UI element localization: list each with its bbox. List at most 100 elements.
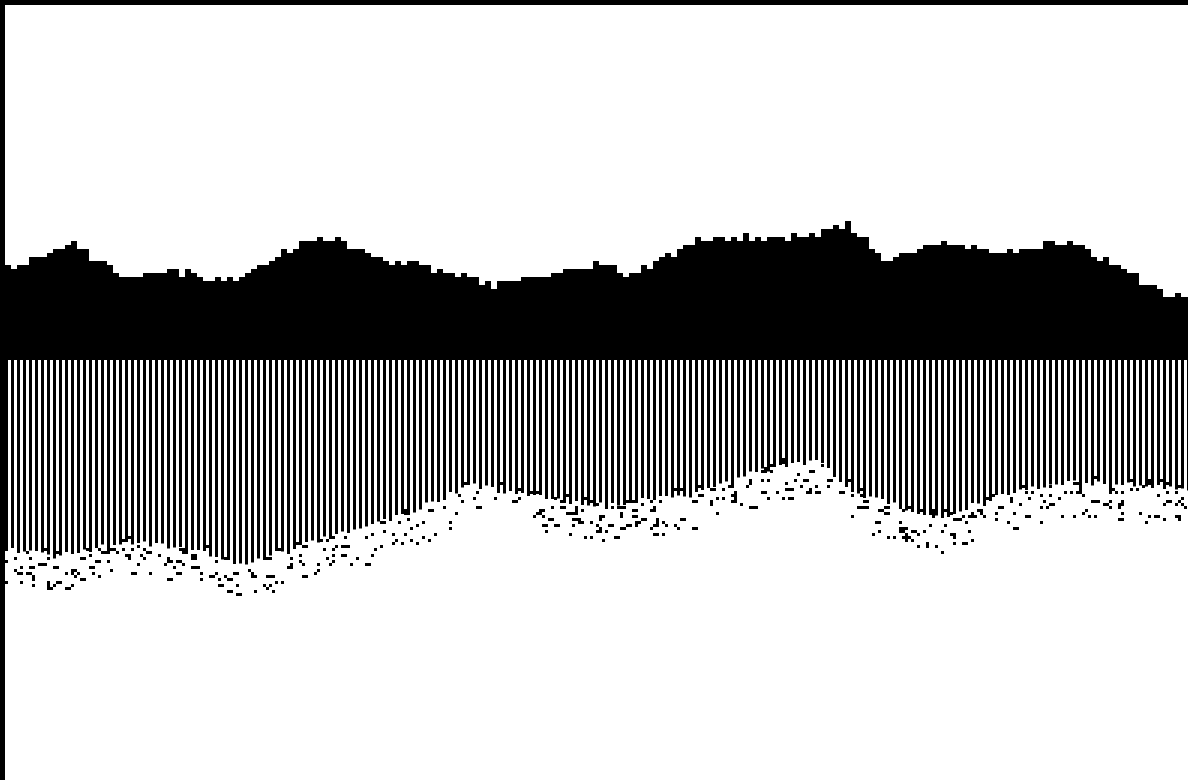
speckle-dot [449, 527, 452, 530]
stripe [521, 358, 524, 493]
speckle-dot [572, 518, 578, 521]
stripe [113, 358, 116, 543]
speckle-dot [443, 506, 446, 509]
speckle-dot [1085, 509, 1088, 512]
speckle-dot [857, 506, 860, 509]
speckle-dot [74, 575, 77, 578]
stripe [371, 358, 374, 524]
speckle-dot [518, 497, 521, 500]
stripe [389, 358, 392, 522]
speckle-dot [224, 575, 227, 578]
speckle-dot [113, 548, 116, 551]
stripe [695, 358, 698, 492]
speckle-dot [860, 488, 863, 491]
speckle-dot [731, 482, 734, 485]
stripe [161, 358, 164, 544]
speckle-dot [65, 587, 71, 590]
stripe [59, 358, 62, 556]
speckle-dot [341, 545, 347, 548]
stripe [1055, 358, 1058, 485]
speckle-dot [227, 578, 233, 581]
speckle-dot [899, 521, 902, 524]
speckle-dot [632, 515, 638, 518]
speckle-dot [779, 461, 785, 464]
speckle-dot [803, 479, 809, 482]
speckle-dot [629, 500, 632, 503]
stripe [629, 358, 632, 501]
speckle-dot [215, 572, 218, 575]
speckle-dot [1094, 500, 1100, 503]
landscape-scene [5, 221, 1188, 596]
stripe [641, 358, 644, 499]
speckle-dot [1058, 497, 1061, 500]
shore-speckle [5, 458, 1187, 596]
stripe [599, 358, 602, 503]
speckle-dot [167, 557, 170, 560]
speckle-dot [464, 482, 470, 485]
speckle-dot [590, 500, 593, 503]
stripe [1103, 358, 1106, 484]
stripe [959, 358, 962, 512]
speckle-dot [332, 560, 335, 563]
speckle-dot [254, 590, 257, 593]
stripe [611, 358, 614, 503]
speckle-dot [266, 587, 269, 590]
stripe [653, 358, 656, 501]
stripe [773, 358, 776, 467]
speckle-dot [344, 536, 347, 539]
speckle-dot [218, 584, 224, 587]
speckle-dot [167, 578, 170, 581]
stripe [467, 358, 470, 484]
speckle-dot [98, 548, 101, 551]
stripe [761, 358, 764, 469]
speckle-dot [902, 536, 908, 539]
stripe [479, 358, 482, 490]
speckle-dot [128, 536, 131, 539]
speckle-dot [815, 485, 818, 488]
speckle-dot [428, 539, 431, 542]
speckle-dot [332, 554, 335, 557]
speckle-dot [986, 497, 989, 500]
speckle-dot [965, 503, 968, 506]
speckle-dot [398, 521, 401, 524]
speckle-dot [1151, 485, 1154, 488]
speckle-dot [599, 518, 602, 521]
speckle-dot [626, 500, 629, 503]
stripe [461, 358, 464, 488]
stripe [497, 358, 500, 494]
speckle-dot [845, 479, 851, 482]
speckle-dot [95, 560, 101, 563]
speckle-dot [371, 533, 374, 536]
speckle-dot [197, 545, 200, 548]
speckle-dot [1154, 515, 1157, 518]
speckle-dot [101, 551, 107, 554]
stripe [689, 358, 692, 498]
stripe [53, 358, 56, 559]
speckle-dot [1118, 518, 1124, 521]
stripe [965, 358, 968, 510]
stripe [839, 358, 842, 482]
speckle-dot [617, 500, 620, 503]
speckle-dot [680, 488, 683, 491]
speckle-dot [929, 524, 932, 527]
speckle-dot [635, 524, 638, 527]
speckle-dot [1079, 488, 1082, 491]
speckle-dot [110, 569, 113, 572]
speckle-dot [1178, 518, 1181, 521]
stripe [173, 358, 176, 548]
speckle-dot [665, 524, 668, 527]
stripe [419, 358, 422, 510]
speckle-dot [650, 527, 653, 530]
speckle-dot [581, 497, 587, 500]
stripe [1019, 358, 1022, 490]
speckle-dot [656, 521, 659, 524]
speckle-dot [1073, 515, 1076, 518]
speckle-dot [860, 494, 863, 497]
speckle-dot [56, 581, 62, 584]
speckle-dot [422, 521, 425, 524]
speckle-dot [1040, 506, 1043, 509]
speckle-dot [782, 497, 785, 500]
speckle-dot [548, 518, 551, 521]
stripe [47, 358, 50, 555]
speckle-dot [923, 512, 926, 515]
